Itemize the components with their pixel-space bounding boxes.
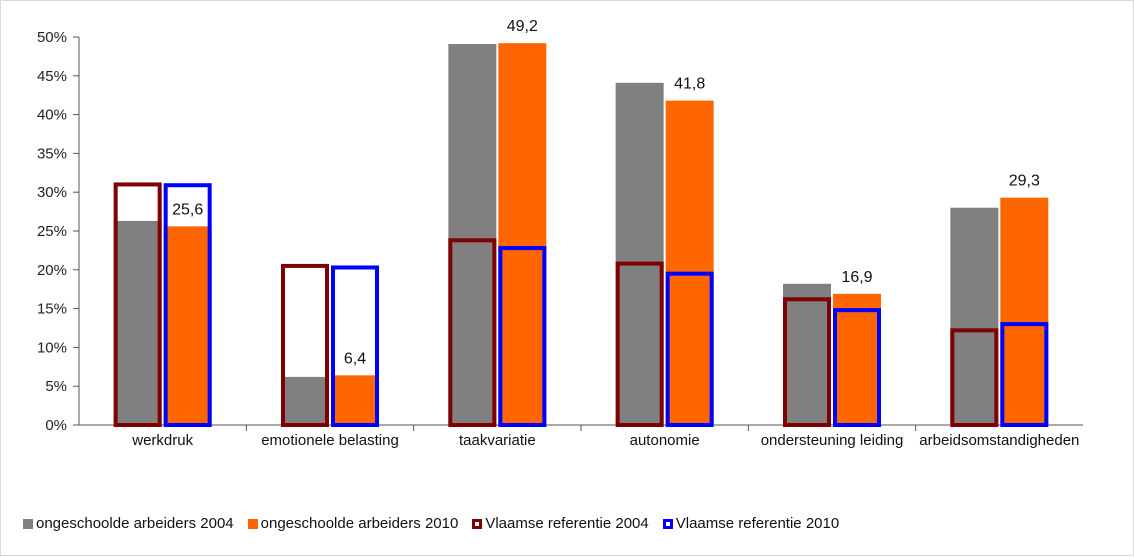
category-labels: werkdruk emotionele belasting taakvariatie… xyxy=(131,432,1079,449)
bar-vlaamse-2010 xyxy=(498,246,547,427)
bar-vlaamse-2010 xyxy=(331,265,379,427)
bar-ongeschoolde-2004 xyxy=(615,82,664,425)
bar-vlaamse-2010 xyxy=(163,183,212,427)
y-tick-label: 40% xyxy=(37,107,67,124)
bar-vlaamse-2010 xyxy=(1000,322,1049,427)
bar-ongeschoolde-2004 xyxy=(950,207,999,425)
data-label: 49,2 xyxy=(507,18,538,35)
data-label: 25,6 xyxy=(172,201,203,218)
bar-ongeschoolde-2010 xyxy=(331,375,379,425)
bar-vlaamse-2010 xyxy=(833,308,881,428)
category-label: arbeidsomstandigheden xyxy=(919,432,1079,449)
bar-ongeschoolde-2010 xyxy=(665,100,714,425)
category-label: emotionele belasting xyxy=(261,432,399,449)
y-tick-label: 15% xyxy=(37,301,67,318)
legend-item-ongeschoolde-2010: ongeschoolde arbeiders 2010 xyxy=(247,515,459,532)
y-tick-label: 20% xyxy=(37,262,67,279)
bar-vlaamse-2004 xyxy=(615,261,664,428)
bar-ongeschoolde-2004 xyxy=(113,220,162,425)
bar-vlaamse-2004 xyxy=(783,297,831,427)
legend: ongeschoolde arbeiders 2004 ongeschoolde… xyxy=(23,515,853,532)
bar-ongeschoolde-2004 xyxy=(783,283,831,425)
category-label: taakvariatie xyxy=(459,432,536,449)
data-label: 29,3 xyxy=(1009,173,1040,190)
bar-vlaamse-2004 xyxy=(113,182,162,427)
y-tick-label: 10% xyxy=(37,339,67,356)
legend-label: Vlaamse referentie 2004 xyxy=(485,515,649,532)
category-label: ondersteuning leiding xyxy=(761,432,904,449)
bar-ongeschoolde-2010 xyxy=(833,293,881,425)
legend-label: Vlaamse referentie 2010 xyxy=(675,515,840,532)
y-tick-label: 0% xyxy=(45,417,67,434)
legend-item-vlaamse-2004: Vlaamse referentie 2004 xyxy=(472,515,649,532)
data-labels: 25,6 6,4 49,2 41,8 16,9 29,3 xyxy=(172,18,1040,367)
filled-bars xyxy=(113,43,1049,431)
y-tick-label: 30% xyxy=(37,184,67,201)
y-tick-label: 45% xyxy=(37,68,67,85)
bar-ongeschoolde-2010 xyxy=(1000,197,1049,425)
bar-vlaamse-2010 xyxy=(665,271,714,427)
category-label: werkdruk xyxy=(131,432,193,449)
bar-vlaamse-2004 xyxy=(448,238,497,427)
legend-label: ongeschoolde arbeiders 2010 xyxy=(260,515,459,532)
legend-swatch-gray xyxy=(23,518,33,529)
bar-ongeschoolde-2004 xyxy=(448,43,497,425)
legend-swatch-orange xyxy=(247,518,258,529)
data-label: 6,4 xyxy=(344,350,366,367)
y-tick-label: 25% xyxy=(37,223,67,240)
bar-ongeschoolde-2004 xyxy=(281,376,329,425)
data-label: 16,9 xyxy=(841,269,872,286)
data-label: 41,8 xyxy=(674,76,705,93)
y-tick-label: 35% xyxy=(37,145,67,162)
bar-ongeschoolde-2010 xyxy=(498,43,547,425)
legend-swatch-blue-outline xyxy=(662,518,673,529)
bar-vlaamse-2004 xyxy=(950,328,999,427)
bar-vlaamse-2004 xyxy=(281,263,329,428)
legend-swatch-darkred-outline xyxy=(472,518,483,529)
legend-item-vlaamse-2010: Vlaamse referentie 2010 xyxy=(662,515,840,532)
category-label: autonomie xyxy=(630,432,700,449)
y-ticks: 0% 5% 10% 15% 20% 25% 30% 35% 40% 45% 50% xyxy=(37,29,79,434)
outline-bars xyxy=(113,182,1049,428)
legend-label: ongeschoolde arbeiders 2004 xyxy=(36,515,234,532)
legend-item-ongeschoolde-2004: ongeschoolde arbeiders 2004 xyxy=(23,515,234,532)
bar-ongeschoolde-2010 xyxy=(163,226,212,425)
y-tick-label: 50% xyxy=(37,29,67,46)
y-tick-label: 5% xyxy=(45,378,67,395)
